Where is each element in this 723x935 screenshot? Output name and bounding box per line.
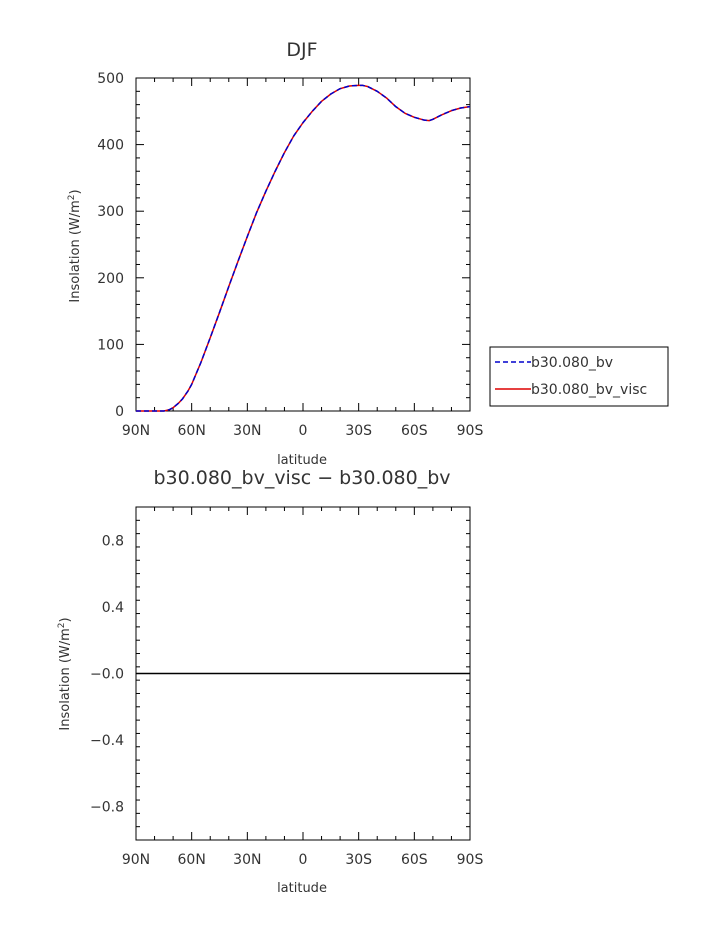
bottom-y-tick-label: 0.4	[102, 600, 124, 616]
legend-label-bv-visc: b30.080_bv_visc	[531, 382, 647, 398]
bottom-y-axis-label-tail: )	[58, 617, 73, 622]
bottom-x-tick-label: 30N	[233, 852, 261, 868]
bottom-y-tick-label: −0.4	[90, 733, 124, 749]
top-chart-title: DJF	[286, 39, 317, 61]
top-y-tick-label: 200	[97, 271, 124, 287]
top-x-tick-label: 90N	[122, 423, 150, 439]
top-x-ticks: 90N 60N 30N 0 30S 60S 90S	[122, 78, 484, 439]
bottom-x-tick-label: 60N	[178, 852, 206, 868]
top-y-tick-label: 100	[97, 337, 124, 353]
legend-label-bv: b30.080_bv	[531, 355, 613, 371]
top-x-axis-label: latitude	[277, 453, 327, 468]
top-y-ticks: 0 100 200 300 400 500	[97, 71, 470, 420]
bottom-y-tick-label: 0.8	[102, 533, 124, 549]
bottom-x-axis-label: latitude	[277, 881, 327, 896]
top-x-tick-label: 30N	[233, 423, 261, 439]
top-plot-frame	[135, 77, 471, 412]
top-y-tick-label: 400	[97, 138, 124, 154]
bottom-x-tick-label: 30S	[345, 852, 372, 868]
bottom-y-ticks: −0.8 −0.4 −0.0 0.4 0.8	[90, 506, 470, 841]
bottom-y-axis-label: Insolation (W/m2)	[57, 617, 73, 730]
legend: b30.080_bv b30.080_bv_visc	[489, 346, 669, 407]
top-series-line-2	[136, 84, 471, 412]
bottom-chart-title: b30.080_bv_visc − b30.080_bv	[153, 467, 450, 489]
top-x-tick-label: 0	[299, 423, 308, 439]
top-y-axis-label-main: Insolation (W/m	[68, 200, 83, 302]
top-x-tick-label: 60S	[401, 423, 428, 439]
top-x-tick-label: 60N	[178, 423, 206, 439]
top-y-axis-label: Insolation (W/m2)	[67, 189, 83, 302]
top-y-axis-label-sup: 2	[67, 194, 77, 200]
bottom-x-tick-label: 90S	[457, 852, 484, 868]
bottom-x-tick-label: 90N	[122, 852, 150, 868]
top-y-tick-label: 300	[97, 204, 124, 220]
bottom-y-axis-label-main: Insolation (W/m	[58, 628, 73, 730]
top-panel: DJF 90N 60N 30N 0 30S 60S 90S 0 100 200 300 400 500…	[67, 39, 483, 468]
bottom-x-tick-label: 0	[299, 852, 308, 868]
top-y-tick-label: 500	[97, 71, 124, 87]
bottom-x-ticks: 90N 60N 30N 0 30S 60S 90S	[122, 507, 484, 868]
bottom-y-tick-label: −0.0	[90, 667, 124, 683]
legend-box	[489, 346, 669, 407]
bottom-x-tick-label: 60S	[401, 852, 428, 868]
top-y-axis-label-tail: )	[68, 189, 83, 194]
top-x-tick-label: 90S	[457, 423, 484, 439]
bottom-y-tick-label: −0.8	[90, 800, 124, 816]
top-series-group	[136, 84, 471, 412]
top-y-tick-label: 0	[115, 404, 124, 420]
bottom-y-axis-label-sup: 2	[57, 622, 67, 628]
top-series-line-1	[136, 84, 471, 412]
bottom-panel: b30.080_bv_visc − b30.080_bv 90N 60N 30N 0 3…	[57, 467, 483, 896]
top-x-tick-label: 30S	[345, 423, 372, 439]
